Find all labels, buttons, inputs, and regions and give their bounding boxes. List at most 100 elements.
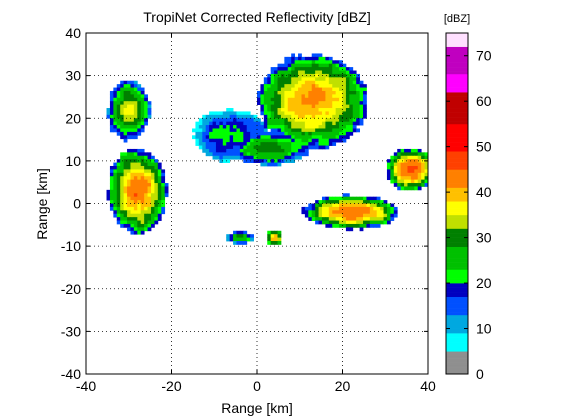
reflectivity-cell: [414, 172, 419, 177]
reflectivity-cell: [260, 84, 265, 88]
reflectivity-cell: [356, 223, 360, 228]
reflectivity-cell: [226, 128, 231, 133]
reflectivity-cell: [147, 114, 152, 119]
reflectivity-cell: [339, 203, 343, 208]
reflectivity-cell: [205, 121, 210, 126]
reflectivity-cell: [349, 196, 354, 201]
reflectivity-cell: [342, 97, 347, 102]
reflectivity-cell: [123, 220, 128, 225]
reflectivity-cell: [321, 80, 326, 85]
reflectivity-cell: [239, 138, 244, 143]
reflectivity-cell: [263, 138, 268, 143]
reflectivity-cell: [229, 108, 234, 112]
reflectivity-cell: [335, 196, 340, 201]
reflectivity-cell: [304, 152, 309, 157]
reflectivity-cell: [236, 234, 241, 238]
reflectivity-cell: [369, 210, 374, 215]
reflectivity-cell: [311, 70, 316, 75]
reflectivity-cell: [342, 90, 347, 95]
reflectivity-cell: [349, 220, 354, 225]
reflectivity-cell: [400, 162, 405, 167]
colorbar-tick-label: 60: [476, 93, 492, 109]
reflectivity-cell: [150, 193, 155, 198]
reflectivity-cell: [335, 111, 340, 116]
reflectivity-cell: [123, 131, 128, 136]
reflectivity-cell: [298, 73, 302, 78]
reflectivity-cell: [410, 169, 415, 174]
reflectivity-cell: [325, 101, 330, 106]
reflectivity-cell: [147, 165, 152, 170]
colorbar-swatch: [446, 92, 468, 95]
reflectivity-cell: [318, 121, 323, 126]
reflectivity-cell: [284, 131, 289, 136]
reflectivity-cell: [311, 80, 316, 85]
reflectivity-cell: [150, 172, 155, 177]
reflectivity-cell: [321, 63, 326, 68]
reflectivity-cell: [356, 77, 360, 82]
reflectivity-cell: [308, 138, 313, 143]
reflectivity-cell: [113, 172, 118, 177]
colorbar-tick-label: 40: [476, 184, 492, 200]
reflectivity-cell: [222, 145, 227, 150]
reflectivity-cell: [144, 179, 148, 184]
reflectivity-cell: [130, 186, 135, 191]
colorbar-swatch: [446, 71, 468, 75]
reflectivity-cell: [339, 80, 343, 85]
reflectivity-cell: [270, 148, 275, 153]
reflectivity-cell: [150, 200, 155, 204]
reflectivity-cell: [417, 159, 422, 163]
reflectivity-cell: [130, 210, 135, 215]
reflectivity-cell: [376, 210, 381, 215]
reflectivity-cell: [311, 108, 316, 112]
reflectivity-cell: [257, 125, 261, 129]
reflectivity-cell: [243, 138, 248, 143]
reflectivity-cell: [150, 155, 155, 160]
reflectivity-cell: [147, 111, 152, 116]
reflectivity-cell: [154, 159, 159, 163]
reflectivity-cell: [349, 217, 354, 221]
reflectivity-cell: [198, 118, 203, 123]
reflectivity-cell: [339, 138, 343, 143]
reflectivity-cell: [349, 118, 354, 123]
reflectivity-cell: [137, 104, 142, 109]
reflectivity-cell: [233, 114, 237, 119]
reflectivity-cell: [140, 148, 145, 153]
reflectivity-cell: [321, 114, 326, 119]
reflectivity-cell: [298, 111, 302, 116]
reflectivity-cell: [109, 104, 114, 109]
reflectivity-cell: [144, 206, 148, 211]
reflectivity-cell: [363, 97, 367, 102]
reflectivity-cell: [342, 206, 347, 211]
reflectivity-cell: [144, 121, 148, 126]
reflectivity-cell: [236, 114, 241, 119]
reflectivity-cell: [137, 172, 142, 177]
reflectivity-cell: [318, 135, 323, 140]
reflectivity-cell: [250, 155, 254, 160]
colorbar-swatch: [446, 305, 468, 309]
reflectivity-cell: [315, 108, 319, 112]
reflectivity-cell: [359, 101, 364, 106]
reflectivity-cell: [154, 162, 159, 167]
reflectivity-cell: [144, 213, 148, 218]
reflectivity-cell: [229, 118, 234, 123]
reflectivity-cell: [424, 162, 428, 167]
reflectivity-cell: [229, 237, 234, 242]
reflectivity-cell: [414, 152, 419, 157]
reflectivity-cell: [120, 220, 125, 225]
reflectivity-cell: [229, 111, 234, 116]
reflectivity-cell: [161, 172, 166, 177]
reflectivity-cell: [236, 152, 241, 157]
grid-lines: [86, 33, 428, 374]
reflectivity-cell: [127, 114, 131, 119]
colorbar-tick-label: 70: [476, 48, 492, 64]
reflectivity-cell: [270, 118, 275, 123]
reflectivity-cell: [328, 220, 333, 225]
reflectivity-cell: [342, 135, 347, 140]
reflectivity-cell: [328, 94, 333, 99]
reflectivity-cell: [263, 84, 268, 88]
reflectivity-cell: [133, 189, 138, 194]
reflectivity-cell: [140, 169, 145, 174]
colorbar-swatch: [446, 133, 468, 136]
reflectivity-cell: [345, 131, 350, 136]
